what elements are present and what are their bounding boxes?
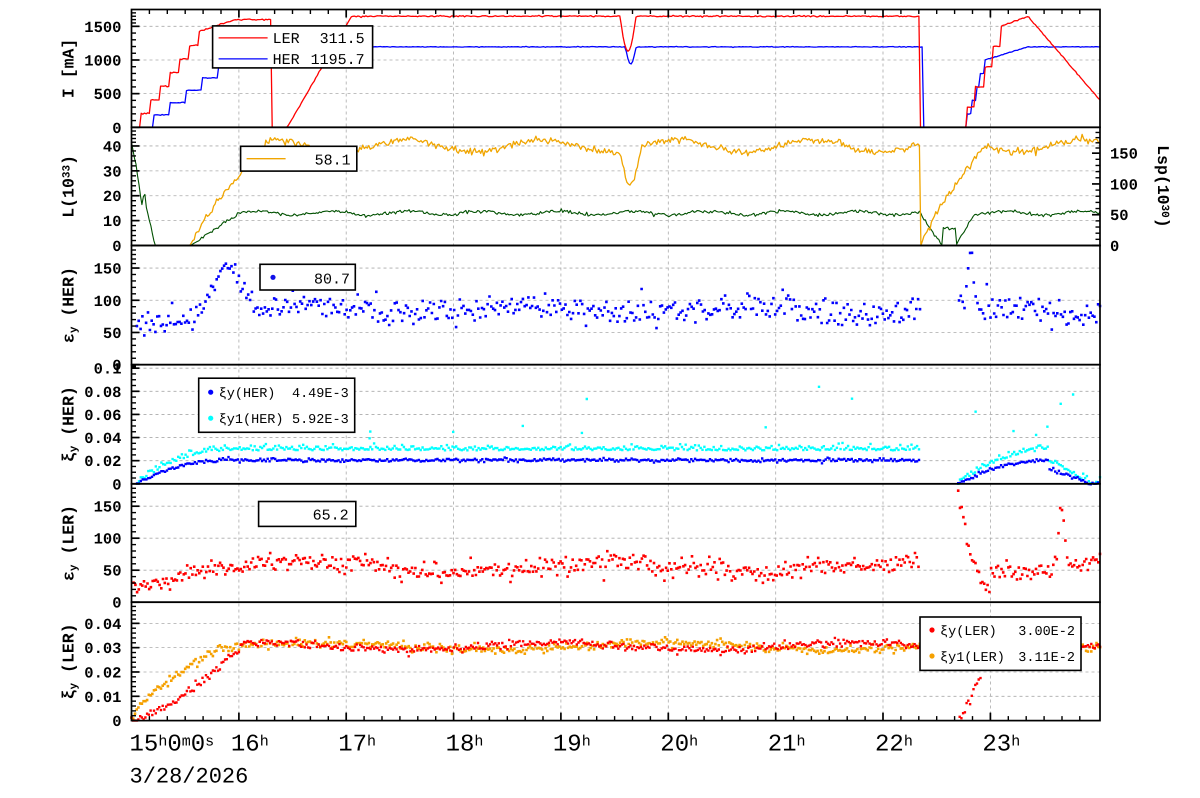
svg-text:0.03: 0.03 <box>84 640 121 658</box>
svg-text:50: 50 <box>103 563 122 581</box>
svg-text:100: 100 <box>94 293 122 311</box>
svg-text:150: 150 <box>1110 146 1138 164</box>
svg-text:30: 30 <box>103 163 122 181</box>
svg-text:0: 0 <box>112 238 121 256</box>
svg-text:150: 150 <box>94 499 122 517</box>
svg-text:4.49E-3: 4.49E-3 <box>292 387 349 402</box>
svg-text:15h0m0s: 15h0m0s <box>130 732 215 759</box>
svg-text:0.02: 0.02 <box>84 453 121 471</box>
svg-text:1195.7: 1195.7 <box>311 52 365 69</box>
svg-text:0.02: 0.02 <box>84 665 121 683</box>
svg-text:0: 0 <box>112 713 121 731</box>
svg-text:ξy(LER): ξy(LER) <box>940 625 997 640</box>
svg-text:1500: 1500 <box>84 19 121 37</box>
svg-text:0.1: 0.1 <box>94 361 122 379</box>
svg-text:150: 150 <box>94 261 122 279</box>
svg-text:1000: 1000 <box>84 53 121 71</box>
svg-text:ξy(HER): ξy(HER) <box>219 387 276 402</box>
svg-text:L(1033): L(1033) <box>60 155 79 218</box>
svg-text:0: 0 <box>112 120 121 138</box>
svg-text:58.1: 58.1 <box>315 152 351 169</box>
svg-text:0: 0 <box>112 595 121 613</box>
svg-text:100: 100 <box>1110 176 1138 194</box>
svg-text:80.7: 80.7 <box>314 271 350 288</box>
svg-text:I [mA]: I [mA] <box>60 39 79 98</box>
svg-text:0: 0 <box>112 476 121 494</box>
svg-text:3.11E-2: 3.11E-2 <box>1018 651 1075 666</box>
svg-text:0.08: 0.08 <box>84 384 121 402</box>
svg-text:100: 100 <box>94 531 122 549</box>
svg-text:40: 40 <box>103 139 122 157</box>
svg-text:50: 50 <box>1110 207 1129 225</box>
svg-text:0.06: 0.06 <box>84 407 121 425</box>
svg-text:10: 10 <box>103 213 122 231</box>
svg-text:0.04: 0.04 <box>84 430 121 448</box>
svg-text:5.92E-3: 5.92E-3 <box>292 413 349 428</box>
svg-text:20: 20 <box>103 188 122 206</box>
svg-text:311.5: 311.5 <box>320 31 365 48</box>
svg-text:3/28/2026: 3/28/2026 <box>130 765 249 790</box>
svg-text:0.01: 0.01 <box>84 689 121 707</box>
svg-text:500: 500 <box>94 86 122 104</box>
svg-text:65.2: 65.2 <box>313 508 349 525</box>
svg-text:ξy1(HER): ξy1(HER) <box>219 413 284 428</box>
svg-text:50: 50 <box>103 325 122 343</box>
svg-text:0: 0 <box>1110 238 1119 256</box>
svg-text:LER: LER <box>273 31 300 48</box>
svg-text:0.04: 0.04 <box>84 616 121 634</box>
svg-text:3.00E-2: 3.00E-2 <box>1018 625 1075 640</box>
svg-text:HER: HER <box>273 52 300 69</box>
svg-text:ξy1(LER): ξy1(LER) <box>940 651 1005 666</box>
